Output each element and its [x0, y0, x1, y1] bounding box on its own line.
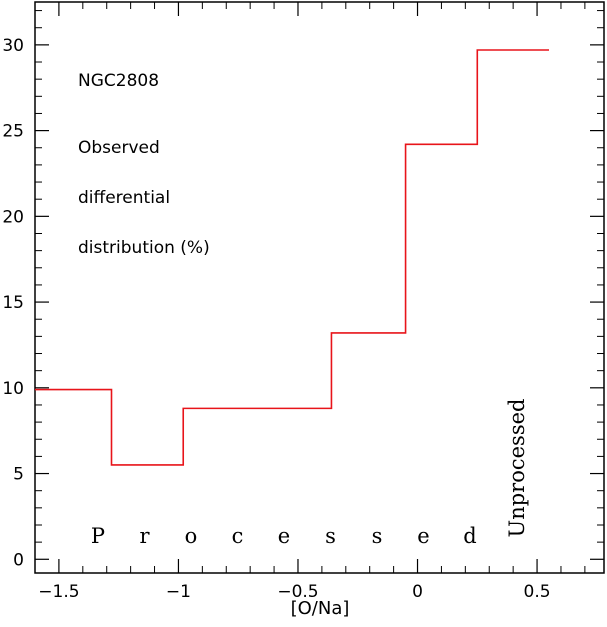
processed-letter: o: [185, 524, 198, 548]
x-axis-label: [O/Na]: [291, 598, 350, 619]
annotation-differential: differential: [78, 188, 170, 208]
x-tick-label: −1: [166, 582, 191, 602]
y-tick-label: 10: [2, 379, 24, 399]
x-tick-labels: −1.5 −1 −0.5 0 0.5: [38, 582, 550, 602]
processed-letter: e: [417, 524, 429, 548]
y-tick-label: 20: [2, 207, 24, 227]
processed-letter: e: [278, 524, 290, 548]
processed-letter: P: [91, 524, 105, 548]
series-group: [35, 49, 550, 466]
x-tick-label: −0.5: [277, 582, 318, 602]
axis-ticks: [34, 2, 604, 573]
annotation-cluster: NGC2808: [78, 71, 159, 91]
y-tick-label: 30: [2, 36, 24, 56]
annotation-distribution: distribution (%): [78, 238, 210, 258]
plot-frame: [34, 1, 605, 574]
processed-letter: r: [139, 524, 150, 548]
processed-letter: s: [325, 524, 336, 548]
annotation-unprocessed: Unprocessed: [505, 399, 529, 538]
processed-letter: s: [372, 524, 383, 548]
annotation-observed: Observed: [78, 138, 160, 158]
processed-letter: d: [463, 524, 476, 548]
y-tick-label: 25: [2, 122, 24, 142]
y-tick-label: 15: [2, 293, 24, 313]
x-tick-label: −1.5: [38, 582, 79, 602]
y-tick-label: 0: [13, 550, 24, 570]
y-tick-label: 5: [13, 465, 24, 485]
histogram-step-line: [35, 49, 550, 466]
x-tick-label: 0: [412, 582, 423, 602]
x-tick-label: 0.5: [524, 582, 551, 602]
y-tick-labels: 0 5 10 15 20 25 30: [2, 36, 24, 570]
processed-letter: c: [232, 524, 244, 548]
